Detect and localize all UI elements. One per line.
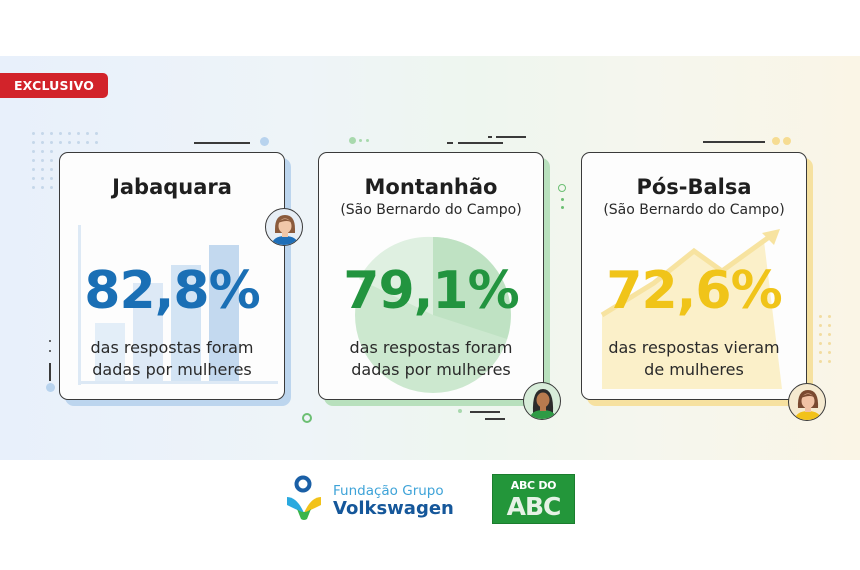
decorative-ring xyxy=(302,413,312,423)
card-montanhao: Montanhão (São Bernardo do Campo) 79,1% … xyxy=(318,152,561,420)
decorative-line xyxy=(488,136,492,138)
decorative-dot xyxy=(561,198,564,201)
abc-logo-line2: ABC xyxy=(506,492,562,521)
fundacao-logo-line2: Volkswagen xyxy=(333,498,454,519)
description-line-2: dadas por mulheres xyxy=(351,360,511,379)
decorative-line xyxy=(194,142,250,144)
decorative-line xyxy=(496,136,526,138)
decorative-dots xyxy=(32,132,98,144)
description-line-2: de mulheres xyxy=(644,360,744,379)
decorative-dot xyxy=(49,350,51,352)
decorative-dots xyxy=(32,150,53,189)
decorative-dot xyxy=(458,409,462,413)
decorative-dot xyxy=(349,137,356,144)
pie-chart-graphic xyxy=(355,236,511,393)
decorative-dot xyxy=(783,137,791,145)
exclusive-badge: EXCLUSIVO xyxy=(0,73,108,98)
description-line-1: das respostas foram xyxy=(90,338,254,357)
rising-line-chart-graphic xyxy=(600,229,782,389)
woman-avatar-icon xyxy=(265,208,303,246)
decorative-line xyxy=(447,142,453,144)
decorative-dot xyxy=(46,383,55,392)
card-jabaquara: Jabaquara 82,8% das respostas foram dada… xyxy=(59,152,303,406)
abc-do-abc-logo: ABC DO ABC xyxy=(492,474,575,524)
percentage-value: 82,8% xyxy=(84,261,260,321)
abc-logo-line1: ABC DO xyxy=(510,479,557,492)
fundacao-logo-line1: Fundação Grupo xyxy=(333,483,444,499)
decorative-line xyxy=(470,411,500,413)
decorative-dots xyxy=(819,315,831,363)
bar-chart-graphic xyxy=(78,225,278,385)
decorative-line xyxy=(703,141,765,143)
decorative-dot xyxy=(260,137,269,146)
decorative-dot xyxy=(366,139,369,142)
decorative-dot xyxy=(561,206,564,209)
card-subtitle: (São Bernardo do Campo) xyxy=(340,202,522,218)
description-line-1: das respostas foram xyxy=(349,338,513,357)
decorative-ring xyxy=(558,184,566,192)
woman-avatar-icon xyxy=(523,382,561,420)
card-title: Montanhão xyxy=(364,175,498,199)
decorative-dot xyxy=(359,139,362,142)
card-title: Jabaquara xyxy=(112,175,232,199)
decorative-dot xyxy=(49,340,51,342)
fundacao-vw-logo-icon xyxy=(287,475,321,520)
decorative-line xyxy=(458,142,503,144)
decorative-line xyxy=(49,363,51,381)
woman-avatar-icon xyxy=(788,383,826,421)
decorative-dot xyxy=(772,137,780,145)
description-line-2: dadas por mulheres xyxy=(92,360,252,379)
percentage-value: 79,1% xyxy=(343,261,519,321)
card-pos-balsa: Pós-Balsa (São Bernardo do Campo) 72,6% … xyxy=(581,152,826,421)
decorative-line xyxy=(485,418,505,420)
description-line-1: das respostas vieram xyxy=(608,338,780,357)
card-subtitle: (São Bernardo do Campo) xyxy=(603,202,785,218)
card-title: Pós-Balsa xyxy=(636,175,752,199)
percentage-value: 72,6% xyxy=(606,261,782,321)
